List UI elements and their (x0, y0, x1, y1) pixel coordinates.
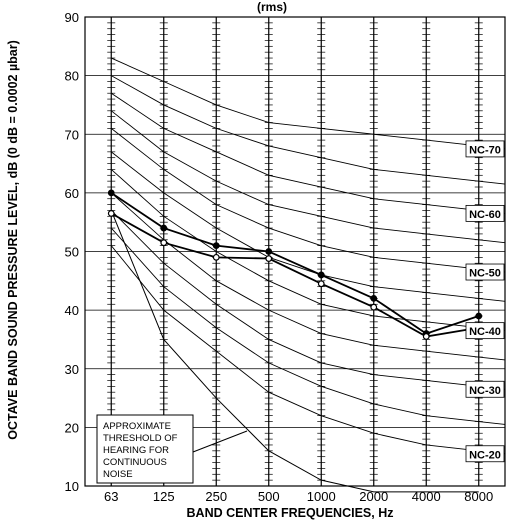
nc-curve-55 (110, 110, 506, 244)
y-tick-label: 90 (65, 10, 79, 25)
threshold-curve (110, 210, 479, 493)
y-tick-label: 10 (65, 479, 79, 494)
nc-label-box (465, 380, 505, 398)
threshold-annotation-line-4: CONTINUOUS (103, 457, 167, 468)
nc-curve-30 (110, 210, 506, 390)
nc-curve-35 (110, 192, 506, 361)
nc-label-40: NC-40 (465, 322, 505, 340)
nc-label-text: NC-30 (469, 385, 501, 397)
nc-label-text: NC-40 (469, 326, 501, 338)
nc-curve-65 (111, 75, 506, 185)
chart-title-fragment: (rms) (257, 0, 287, 14)
measured-point-2-125 (160, 239, 168, 247)
y-tick-label: 40 (65, 303, 79, 318)
threshold-annotation-line-5: NOISE (103, 469, 133, 480)
threshold-annotation: APPROXIMATE THRESHOLD OF HEARING FOR CON… (96, 414, 248, 484)
x-tick-label: 125 (153, 489, 175, 504)
nc-label-text: NC-70 (469, 144, 501, 156)
nc-label-box (465, 204, 505, 222)
nc-label-text: NC-50 (469, 268, 501, 280)
threshold-annotation-leader (192, 430, 248, 453)
measured-point-2-1000 (317, 280, 325, 288)
grid-layer (84, 16, 506, 487)
nc-label-20: NC-20 (465, 445, 505, 463)
threshold-annotation-line-1: APPROXIMATE (103, 421, 171, 432)
y-tick-label: 80 (65, 69, 79, 84)
x-axis-label: BAND CENTER FREQUENCIES, Hz (187, 506, 394, 520)
threshold-annotation-line-3: HEARING FOR (103, 445, 169, 456)
nc-label-text: NC-20 (469, 449, 501, 461)
measured-point-2-2000 (370, 303, 378, 311)
x-tick-label: 500 (258, 489, 280, 504)
measured-point-2-500 (265, 255, 273, 262)
measured-point-1-125 (160, 224, 168, 232)
x-tick-label: 63 (104, 489, 118, 504)
nc-label-box (465, 263, 505, 281)
measured-point-2-63 (107, 209, 115, 217)
nc-label-box (465, 322, 505, 340)
nc-curve-70 (111, 57, 506, 150)
nc-curve-50 (110, 128, 506, 273)
x-tick-label: 2000 (359, 489, 388, 504)
measured-point-1-500 (265, 248, 273, 255)
measured-point-1-63 (107, 189, 115, 197)
threshold-annotation-box (96, 414, 194, 484)
x-tick-label: 250 (205, 489, 227, 504)
nc-label-30: NC-30 (465, 380, 505, 398)
nc-curve-40 (110, 169, 506, 332)
measured-point-1-1000 (317, 271, 325, 279)
y-tick-label: 60 (65, 186, 79, 201)
x-tick-label: 1000 (307, 489, 336, 504)
nc-label-text: NC-60 (469, 209, 501, 221)
y-tick-label: 70 (65, 127, 79, 142)
measured-point-2-4000 (422, 333, 430, 340)
nc-label-60: NC-60 (465, 204, 505, 222)
measured-point-1-250 (212, 242, 220, 250)
nc-curve-25 (110, 227, 506, 425)
nc-label-70: NC-70 (465, 140, 505, 158)
nc-label-box (465, 445, 505, 463)
measured-series-line-1 (110, 192, 480, 335)
y-tick-label: 50 (65, 245, 79, 260)
threshold-annotation-line-2: THRESHOLD OF (103, 433, 178, 444)
x-tick-label: 8000 (464, 489, 493, 504)
measured-series-layer (107, 189, 483, 340)
measured-point-1-8000 (475, 312, 483, 320)
measured-series-line-2 (110, 212, 479, 338)
x-tick-label: 4000 (412, 489, 441, 504)
measured-point-1-2000 (370, 295, 378, 302)
nc-curve-20 (110, 245, 506, 455)
y-tick-label: 30 (65, 362, 79, 377)
y-axis-label: OCTAVE BAND SOUND PRESSURE LEVEL, dB (0 … (6, 40, 20, 440)
y-tick-label: 20 (65, 420, 79, 435)
label-layer: 10 20 30 40 50 60 70 80 90 63 125 250 500 1000 2000 400… (65, 10, 505, 504)
nc-label-50: NC-50 (465, 263, 505, 281)
nc-curve-60 (110, 92, 506, 214)
measured-point-2-250 (212, 253, 220, 261)
nc-label-box (465, 140, 505, 158)
